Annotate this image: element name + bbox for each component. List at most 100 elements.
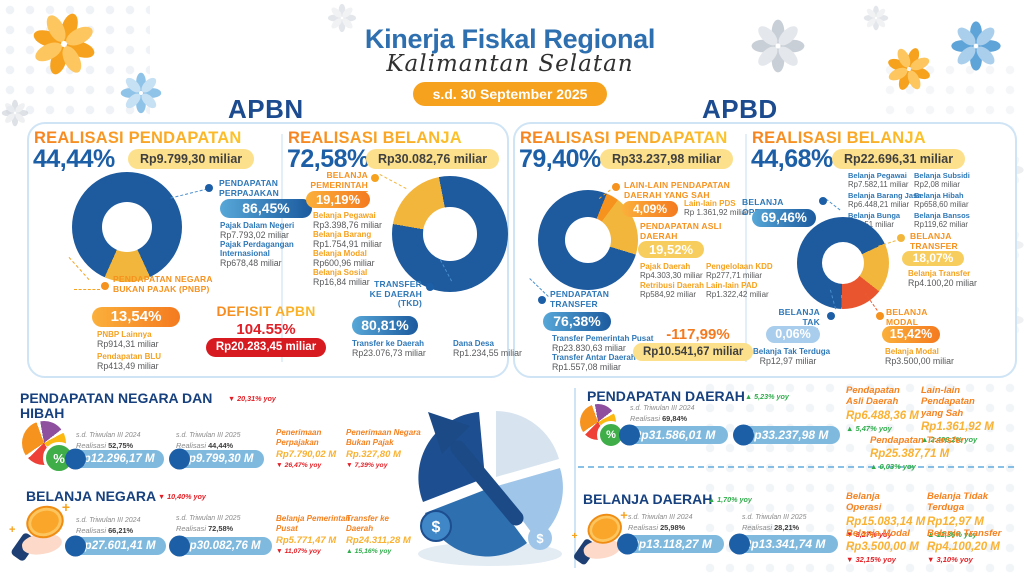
defisit-label: DEFISIT APBN	[205, 303, 327, 319]
yoy-badge: ▼ 20,31% yoy	[228, 394, 276, 403]
period-badge: s.d. 30 September 2025	[412, 82, 608, 106]
realisasi-line: Realisasi 72,58%	[176, 524, 234, 533]
pie-chart-icon: %	[580, 404, 625, 449]
apbn-pendapatan-pct: 44,44%	[33, 145, 115, 173]
period-label: s.d. Triwulan III 2024	[630, 405, 695, 412]
pinwheel-flower-icon	[748, 16, 808, 76]
component-stat: Penerimaan Perpajakan Rp7.790,02 M ▼ 26,…	[276, 428, 337, 470]
plus-icon: +	[9, 524, 16, 536]
tkd-label: TRANSFER KE DAERAH (TKD)	[369, 279, 422, 309]
callout-dot	[205, 184, 213, 192]
component-stat: Belanja Transfer Rp4.100,20 M ▼ 3,10% yo…	[927, 528, 1002, 565]
budget-item: Belanja Subsidi Rp2,08 miliar	[914, 171, 970, 189]
pnbp-pct-pill: 13,54%	[92, 307, 180, 327]
pie-arrow-illustration: $ $	[418, 411, 563, 566]
lld-pct-pill: 4,09%	[622, 201, 678, 217]
dashed-divider	[578, 466, 1014, 468]
pnbp-label: PENDAPATAN NEGARA BUKAN PAJAK (PNBP)	[113, 274, 213, 294]
apbd-transfer-pct-pill: 76,38%	[543, 312, 611, 331]
amount-pill: Rp13.118,27 M	[618, 535, 724, 553]
apbn-belanja-amount: Rp30.082,76 miliar	[366, 149, 500, 169]
defisit-amount-pill: Rp20.283,45 miliar	[206, 338, 326, 357]
apbd-pendapatan-title: REALISASI PENDAPATAN	[520, 129, 728, 147]
dollar-icon: $	[432, 519, 441, 536]
component-stat: Penerimaan Negara Bukan Pajak Rp.327,80 …	[346, 428, 421, 470]
page-subtitle: Kalimantan Selatan	[386, 51, 634, 77]
callout-dot	[876, 312, 884, 320]
budget-item: Belanja Bunga Rp2,51 miliar	[848, 211, 901, 229]
realisasi-line: Realisasi 28,21%	[742, 523, 800, 532]
budget-item: Belanja Tak Terduga Rp12,97 miliar	[753, 347, 831, 366]
perpajakan-label: PENDAPATAN PERPAJAKAN	[219, 178, 279, 198]
budget-item: Belanja Bansos Rp119,62 miliar	[914, 211, 970, 229]
callout-dot	[612, 183, 620, 191]
pinwheel-flower-icon	[862, 4, 890, 32]
budget-item: Belanja Transfer Rp4.100,20 miliar	[908, 269, 977, 288]
component-stat: Lain-lain Pendapatan yang Sah Rp1.361,92…	[921, 385, 994, 445]
modal-label: BELANJA MODAL	[886, 307, 928, 327]
component-stat: Belanja Modal Rp3.500,00 M ▼ 32,15% yoy	[846, 528, 919, 565]
callout-dot	[426, 283, 434, 291]
callout-line	[74, 289, 100, 290]
header: Kinerja Fiskal Regional Kalimantan Selat…	[330, 24, 690, 106]
panel-divider	[745, 134, 747, 362]
yoy-badge: ▲ 5,23% yoy	[745, 392, 789, 401]
period-label: s.d. Triwulan III 2025	[176, 515, 241, 522]
pinwheel-flower-icon	[118, 70, 164, 116]
operasi-pct-pill: 69,46%	[752, 209, 816, 227]
budget-item: Belanja Modal Rp3.500,00 miliar	[885, 347, 954, 366]
budget-item: Belanja Hibah Rp658,60 miliar	[914, 191, 969, 209]
coin-hand-icon: + +	[9, 499, 70, 563]
apbd-belanja-donut	[797, 217, 889, 309]
pie-chart-icon: %	[22, 421, 75, 474]
apbn-pendapatan-donut	[72, 172, 182, 282]
pinwheel-flower-icon	[948, 18, 1004, 74]
plus-icon: +	[61, 499, 70, 515]
apbd-section-label: APBD	[702, 94, 778, 124]
budget-item: Belanja Barang Jasa Rp6.448,21 miliar	[848, 191, 922, 209]
callout-dot	[827, 312, 835, 320]
panel-divider	[281, 134, 283, 362]
realisasi-line: Realisasi 66,21%	[76, 526, 134, 535]
budget-item: Retribusi Daerah Rp584,92 miliar	[640, 281, 705, 299]
apbd-belanja-title: REALISASI BELANJA	[752, 129, 926, 147]
component-stat: Belanja Operasi Rp15.083,14 M ▼ 8,27% yo…	[846, 491, 926, 539]
apbd-surplus-amount: Rp10.541,67 miliar	[633, 343, 754, 361]
bpp-pct-pill: 19,19%	[306, 191, 370, 208]
plus-icon: +	[571, 530, 578, 542]
apbn-belanja-donut	[392, 176, 508, 292]
plus-icon: +	[620, 507, 628, 523]
pad-pct-pill: 19,52%	[638, 241, 704, 258]
budget-item: Transfer Pemerintah Pusat Rp23.830,63 mi…	[552, 334, 654, 353]
period-label: s.d. Triwulan III 2024	[76, 517, 141, 524]
budget-item: Transfer Antar Daerah Rp1.557,08 miliar	[552, 353, 636, 372]
apbd-pendapatan-donut	[538, 190, 638, 290]
budget-item: Belanja Modal Rp600,96 miliar	[313, 249, 375, 268]
apbd-belanja-pct: 44,68%	[751, 145, 833, 173]
budget-item: Lain-lain PAD Rp1.322,42 miliar	[706, 281, 769, 299]
component-stat: Transfer ke Daerah Rp24.311,28 M ▲ 15,16…	[346, 514, 411, 556]
budget-item: Belanja Pegawai Rp7.582,11 miliar	[848, 171, 909, 189]
yoy-badge: ▼ 10,40% yoy	[158, 492, 206, 501]
amount-pill: Rp13.341,74 M	[730, 535, 838, 553]
apbd-btransfer-label: BELANJA TRANSFER	[910, 231, 958, 251]
component-stat: Pendapatan Transfer Rp25.387,71 M ▲ 0,03…	[870, 435, 965, 472]
period-label: s.d. Triwulan III 2025	[742, 514, 807, 521]
yoy-badge: ▲ 1,70% yoy	[708, 495, 752, 504]
bottom-divider	[574, 388, 576, 568]
budget-item: Dana Desa Rp1.234,55 miliar	[453, 339, 522, 358]
pinwheel-flower-icon	[0, 98, 30, 128]
component-stat: Belanja Pemerintah Pusat Rp5.771,47 M ▼ …	[276, 514, 351, 556]
apbd-surplus-pct: -117,99%	[666, 326, 730, 343]
callout-dot	[819, 197, 827, 205]
period-label: s.d. Triwulan III 2025	[176, 432, 241, 439]
amount-pill: Rp12.296,17 M	[66, 450, 164, 468]
apbn-section-label: APBN	[228, 94, 304, 124]
budget-item: Belanja Sosial Rp16,84 miliar	[313, 268, 370, 287]
belanja-daerah-title: BELANJA DAERAH	[583, 491, 713, 507]
apbd-btransfer-pct-pill: 18,07%	[902, 251, 964, 266]
apbn-belanja-title: REALISASI BELANJA	[288, 129, 462, 147]
apbn-pendapatan-title: REALISASI PENDAPATAN	[34, 129, 242, 147]
period-label: s.d. Triwulan III 2024	[76, 432, 141, 439]
realisasi-line: Realisasi 69,84%	[630, 414, 688, 423]
